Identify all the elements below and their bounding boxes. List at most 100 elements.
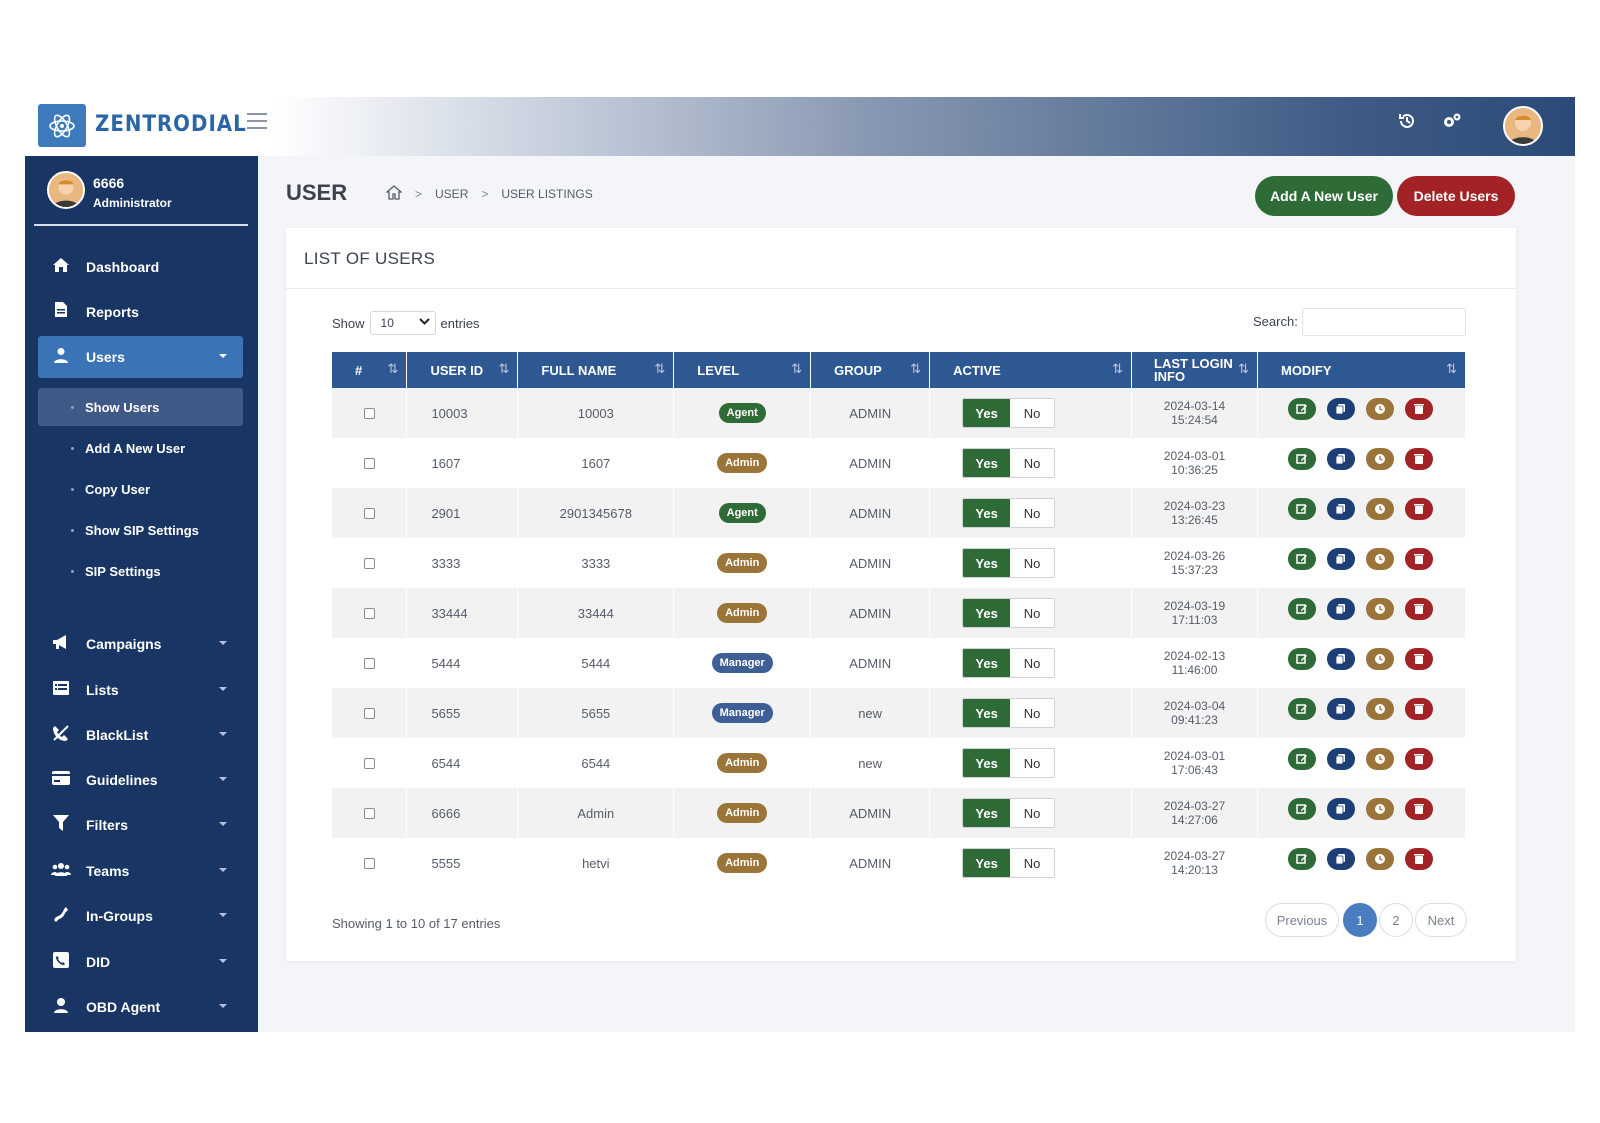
active-no-option[interactable]: No <box>1010 849 1055 877</box>
column-header-level[interactable]: LEVEL ⇅ <box>673 352 812 388</box>
column-header-modify[interactable]: MODIFY ⇅ <box>1257 352 1467 388</box>
sidebar-subitem-show-sip-settings[interactable]: Show SIP Settings <box>38 511 243 549</box>
edit-icon[interactable] <box>1287 648 1316 670</box>
clock-icon[interactable] <box>1365 648 1394 670</box>
clock-icon[interactable] <box>1365 598 1394 620</box>
edit-icon[interactable] <box>1287 848 1316 870</box>
trash-icon[interactable] <box>1404 498 1433 520</box>
clock-icon[interactable] <box>1365 498 1394 520</box>
sidebar-item-campaigns[interactable]: Campaigns <box>38 623 243 665</box>
active-toggle[interactable]: Yes No <box>962 548 1056 578</box>
user-avatar[interactable] <box>1503 106 1543 146</box>
edit-icon[interactable] <box>1287 698 1316 720</box>
edit-icon[interactable] <box>1287 548 1316 570</box>
sidebar-item-teams[interactable]: Teams <box>38 850 243 892</box>
row-checkbox[interactable] <box>363 457 375 469</box>
edit-icon[interactable] <box>1287 598 1316 620</box>
sidebar-subitem-sip-settings[interactable]: SIP Settings <box>38 552 243 590</box>
sidebar-item-guidelines[interactable]: Guidelines <box>38 759 243 801</box>
row-checkbox[interactable] <box>363 507 375 519</box>
column-header-user-id[interactable]: USER ID ⇅ <box>406 352 519 388</box>
trash-icon[interactable] <box>1404 698 1433 720</box>
row-checkbox[interactable] <box>363 557 375 569</box>
settings-gear-icon[interactable] <box>1438 111 1466 139</box>
active-no-option[interactable]: No <box>1010 499 1055 527</box>
search-input[interactable] <box>1302 308 1466 336</box>
sidebar-item-filters[interactable]: Filters <box>38 804 243 846</box>
pagination-previous[interactable]: Previous <box>1265 903 1339 937</box>
copy-icon[interactable] <box>1326 498 1355 520</box>
trash-icon[interactable] <box>1404 798 1433 820</box>
active-toggle[interactable]: Yes No <box>962 398 1056 428</box>
home-icon[interactable] <box>385 185 403 203</box>
clock-icon[interactable] <box>1365 798 1394 820</box>
active-yes-option[interactable]: Yes <box>963 499 1011 527</box>
active-toggle[interactable]: Yes No <box>962 798 1056 828</box>
sidebar-item-reports[interactable]: Reports <box>38 291 243 333</box>
copy-icon[interactable] <box>1326 648 1355 670</box>
edit-icon[interactable] <box>1287 498 1316 520</box>
copy-icon[interactable] <box>1326 448 1355 470</box>
active-no-option[interactable]: No <box>1010 599 1055 627</box>
trash-icon[interactable] <box>1404 398 1433 420</box>
pagination-page-1[interactable]: 1 <box>1343 903 1377 937</box>
active-toggle[interactable]: Yes No <box>962 748 1056 778</box>
copy-icon[interactable] <box>1326 598 1355 620</box>
copy-icon[interactable] <box>1326 798 1355 820</box>
active-no-option[interactable]: No <box>1010 399 1055 427</box>
row-checkbox[interactable] <box>363 807 375 819</box>
active-toggle[interactable]: Yes No <box>962 598 1056 628</box>
column-header-last-login-info[interactable]: LAST LOGIN INFO ⇅ <box>1131 352 1258 388</box>
profile-avatar[interactable] <box>47 171 85 209</box>
sidebar-item-dashboard[interactable]: Dashboard <box>38 246 243 288</box>
trash-icon[interactable] <box>1404 848 1433 870</box>
active-yes-option[interactable]: Yes <box>963 699 1011 727</box>
edit-icon[interactable] <box>1287 398 1316 420</box>
active-toggle[interactable]: Yes No <box>962 698 1056 728</box>
active-no-option[interactable]: No <box>1010 649 1055 677</box>
trash-icon[interactable] <box>1404 598 1433 620</box>
sidebar-item-obd-agent[interactable]: OBD Agent <box>38 986 243 1028</box>
copy-icon[interactable] <box>1326 548 1355 570</box>
active-yes-option[interactable]: Yes <box>963 449 1011 477</box>
entries-select[interactable]: 10 <box>369 311 436 335</box>
trash-icon[interactable] <box>1404 548 1433 570</box>
column-header-active[interactable]: ACTIVE ⇅ <box>929 352 1133 388</box>
add-new-user-button[interactable]: Add A New User <box>1255 176 1393 216</box>
sidebar-item-users[interactable]: Users <box>38 336 243 378</box>
trash-icon[interactable] <box>1404 448 1433 470</box>
edit-icon[interactable] <box>1287 748 1316 770</box>
row-checkbox[interactable] <box>363 407 375 419</box>
column-header-group[interactable]: GROUP ⇅ <box>810 352 931 388</box>
active-toggle[interactable]: Yes No <box>962 648 1056 678</box>
sidebar-item-blacklist[interactable]: BlackList <box>38 714 243 756</box>
copy-icon[interactable] <box>1326 398 1355 420</box>
history-icon[interactable] <box>1393 111 1421 139</box>
clock-icon[interactable] <box>1365 698 1394 720</box>
row-checkbox[interactable] <box>363 607 375 619</box>
row-checkbox[interactable] <box>363 657 375 669</box>
copy-icon[interactable] <box>1326 698 1355 720</box>
active-no-option[interactable]: No <box>1010 449 1055 477</box>
edit-icon[interactable] <box>1287 448 1316 470</box>
pagination-next[interactable]: Next <box>1415 903 1467 937</box>
active-toggle[interactable]: Yes No <box>962 848 1056 878</box>
clock-icon[interactable] <box>1365 548 1394 570</box>
copy-icon[interactable] <box>1326 848 1355 870</box>
active-yes-option[interactable]: Yes <box>963 399 1011 427</box>
sidebar-item-lists[interactable]: Lists <box>38 669 243 711</box>
active-yes-option[interactable]: Yes <box>963 549 1011 577</box>
edit-icon[interactable] <box>1287 798 1316 820</box>
active-toggle[interactable]: Yes No <box>962 498 1056 528</box>
sidebar-subitem-add-user[interactable]: Add A New User <box>38 429 243 467</box>
pagination-page-2[interactable]: 2 <box>1379 903 1413 937</box>
column-header-full-name[interactable]: FULL NAME ⇅ <box>517 352 675 388</box>
active-toggle[interactable]: Yes No <box>962 448 1056 478</box>
hamburger-menu-icon[interactable] <box>247 113 267 129</box>
row-checkbox[interactable] <box>363 757 375 769</box>
delete-users-button[interactable]: Delete Users <box>1397 176 1515 216</box>
copy-icon[interactable] <box>1326 748 1355 770</box>
clock-icon[interactable] <box>1365 848 1394 870</box>
clock-icon[interactable] <box>1365 448 1394 470</box>
row-checkbox[interactable] <box>363 857 375 869</box>
